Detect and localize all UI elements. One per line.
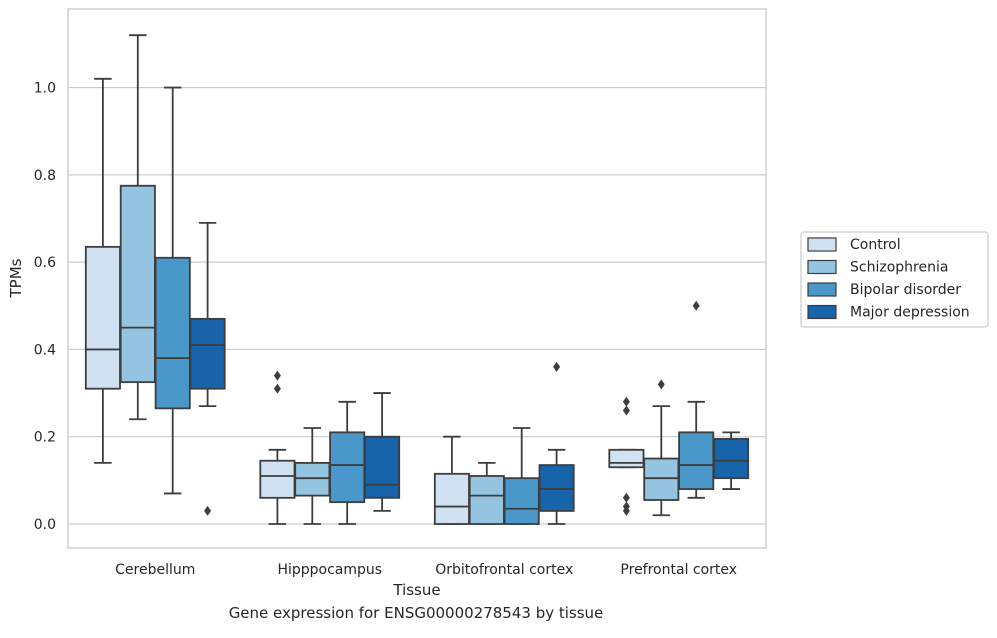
y-tick-label: 0.0 [34, 517, 56, 533]
box-major-depression [364, 392, 401, 512]
legend: Control Schizophrenia Bipolar disorder Majo… [800, 231, 989, 328]
x-axis-label: Tissue [392, 581, 440, 599]
legend-label: Control [850, 237, 901, 253]
box-schizophrenia [119, 34, 156, 421]
box-control [259, 370, 296, 525]
outlier-point [622, 501, 630, 512]
box-bipolar-disorder [329, 400, 366, 525]
box-body [678, 431, 715, 490]
box-major-depression [189, 221, 226, 516]
outlier-point [657, 379, 665, 390]
y-axis-ticks: 0.0 0.2 0.4 0.6 0.8 1.0 [34, 81, 56, 533]
box-groups [84, 34, 750, 525]
box-body [189, 317, 226, 390]
box-schizophrenia [468, 461, 505, 525]
box-body [154, 256, 191, 410]
box-body [433, 472, 470, 525]
outlier-point [692, 300, 700, 311]
y-tick-label: 1.0 [34, 81, 56, 97]
legend-swatch [807, 259, 837, 275]
legend-frame [800, 231, 989, 328]
y-tick-label: 0.4 [34, 342, 56, 358]
box-bipolar-disorder [678, 300, 715, 499]
legend-label: Bipolar disorder [850, 282, 961, 298]
plot-frame [67, 8, 767, 549]
outlier-point [553, 361, 561, 372]
y-tick-label: 0.6 [34, 255, 56, 271]
x-tick-label: Prefrontal cortex [620, 562, 737, 578]
box-control [608, 396, 645, 516]
outlier-point [622, 396, 630, 407]
box-body [329, 431, 366, 504]
x-tick-label: Hipppocampus [277, 562, 382, 578]
outlier-point [204, 505, 212, 516]
box-body [84, 245, 121, 390]
box-bipolar-disorder [154, 86, 191, 495]
box-body [503, 477, 540, 525]
figure-caption: Gene expression for ENSG00000278543 by t… [228, 604, 604, 622]
legend-label: Major depression [850, 305, 970, 321]
legend-swatch [807, 304, 837, 320]
box-body [713, 437, 750, 480]
box-control [433, 435, 470, 525]
box-control [84, 77, 121, 464]
outlier-point [622, 492, 630, 503]
box-body [294, 461, 331, 497]
x-tick-label: Orbitofrontal cortex [435, 562, 573, 578]
legend-swatch [807, 282, 837, 297]
outlier-point [273, 383, 281, 394]
box-body [538, 464, 575, 512]
x-tick-label: Cerebellum [115, 562, 195, 578]
box-body [608, 448, 645, 469]
y-axis-label: TPMs [7, 258, 25, 298]
box-bipolar-disorder [503, 427, 540, 525]
outlier-point [622, 405, 630, 416]
outlier-point [273, 370, 281, 381]
box-body [468, 475, 505, 525]
y-tick-label: 0.2 [34, 430, 56, 446]
box-schizophrenia [294, 427, 331, 525]
box-body [364, 435, 401, 499]
y-tick-label: 0.8 [34, 168, 56, 184]
legend-swatch [807, 237, 837, 252]
box-schizophrenia [643, 379, 680, 517]
legend-label: Schizophrenia [850, 260, 948, 276]
box-major-depression [538, 361, 575, 525]
x-axis-ticks: Cerebellum Hipppocampus Orbitofrontal cort… [115, 562, 737, 578]
box-body [643, 457, 680, 501]
box-body [119, 184, 156, 384]
box-body [259, 459, 296, 499]
box-major-depression [713, 431, 750, 490]
